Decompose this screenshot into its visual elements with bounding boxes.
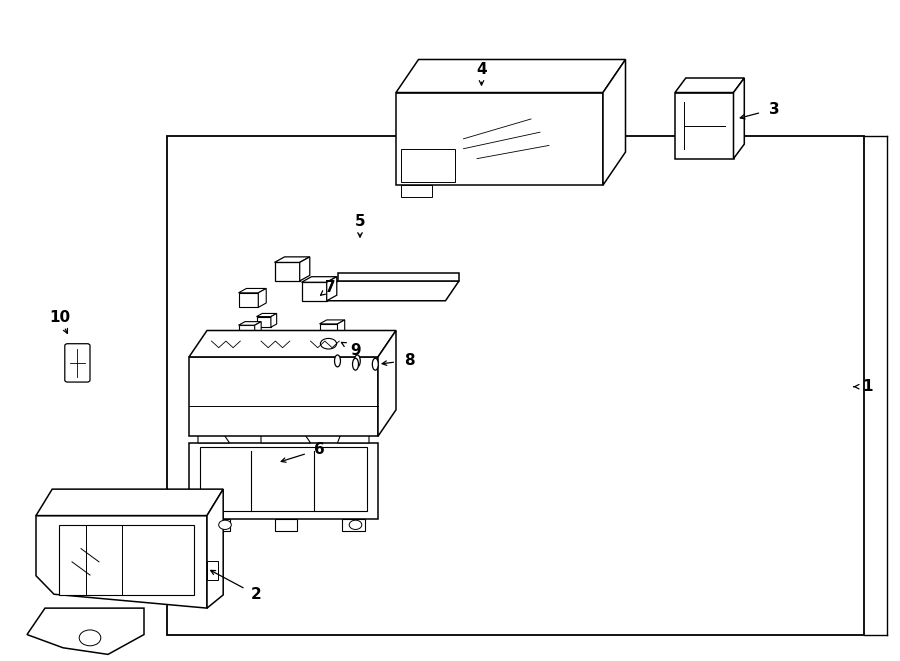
- Bar: [338, 355, 357, 367]
- Polygon shape: [274, 257, 310, 262]
- Text: 7: 7: [325, 280, 336, 295]
- Circle shape: [79, 630, 101, 646]
- Polygon shape: [207, 519, 230, 531]
- Polygon shape: [36, 516, 207, 608]
- Text: 9: 9: [350, 343, 361, 358]
- Polygon shape: [338, 431, 369, 443]
- Bar: [58, 525, 194, 595]
- Polygon shape: [274, 262, 300, 281]
- Polygon shape: [400, 185, 432, 197]
- Bar: [356, 358, 375, 370]
- Polygon shape: [189, 357, 378, 436]
- Polygon shape: [198, 431, 230, 443]
- Polygon shape: [288, 333, 295, 350]
- Text: 1: 1: [862, 379, 873, 394]
- Polygon shape: [338, 274, 459, 281]
- Polygon shape: [378, 330, 396, 436]
- Polygon shape: [238, 325, 255, 337]
- Polygon shape: [238, 322, 261, 325]
- Text: 5: 5: [355, 214, 365, 229]
- Text: 4: 4: [476, 62, 487, 77]
- Polygon shape: [36, 489, 223, 516]
- Polygon shape: [288, 348, 307, 350]
- Text: 8: 8: [404, 353, 415, 368]
- Polygon shape: [675, 78, 744, 93]
- Ellipse shape: [373, 358, 378, 370]
- FancyBboxPatch shape: [65, 344, 90, 382]
- Bar: [189, 443, 378, 519]
- Ellipse shape: [353, 358, 358, 370]
- Polygon shape: [675, 93, 734, 159]
- Polygon shape: [270, 333, 295, 337]
- Polygon shape: [324, 281, 459, 301]
- Polygon shape: [288, 350, 302, 360]
- Polygon shape: [274, 519, 297, 531]
- Polygon shape: [300, 257, 310, 281]
- Polygon shape: [603, 59, 625, 185]
- Bar: [207, 561, 218, 580]
- Polygon shape: [256, 313, 276, 317]
- Polygon shape: [27, 608, 144, 654]
- Polygon shape: [256, 317, 271, 327]
- Polygon shape: [396, 59, 626, 93]
- Polygon shape: [320, 324, 338, 337]
- Circle shape: [219, 520, 231, 529]
- Ellipse shape: [320, 338, 337, 349]
- Ellipse shape: [355, 355, 360, 367]
- Ellipse shape: [335, 355, 340, 367]
- Circle shape: [349, 520, 362, 529]
- Text: 10: 10: [49, 310, 70, 325]
- Polygon shape: [327, 277, 337, 301]
- Text: 6: 6: [314, 442, 325, 457]
- Text: 3: 3: [769, 102, 779, 116]
- Polygon shape: [320, 320, 345, 324]
- Polygon shape: [207, 489, 223, 608]
- Polygon shape: [255, 322, 261, 337]
- Polygon shape: [270, 337, 288, 350]
- Polygon shape: [338, 320, 345, 337]
- Bar: [400, 149, 454, 182]
- Bar: [166, 136, 864, 635]
- Polygon shape: [734, 78, 744, 159]
- Polygon shape: [302, 348, 307, 360]
- Polygon shape: [261, 431, 310, 443]
- Text: 2: 2: [251, 588, 262, 602]
- Polygon shape: [342, 519, 364, 531]
- Polygon shape: [271, 313, 276, 327]
- Polygon shape: [258, 288, 266, 307]
- Polygon shape: [189, 330, 396, 357]
- Polygon shape: [396, 93, 603, 185]
- Polygon shape: [302, 282, 327, 301]
- Bar: [200, 447, 367, 511]
- Polygon shape: [238, 288, 266, 293]
- Polygon shape: [302, 277, 337, 282]
- Polygon shape: [238, 293, 258, 307]
